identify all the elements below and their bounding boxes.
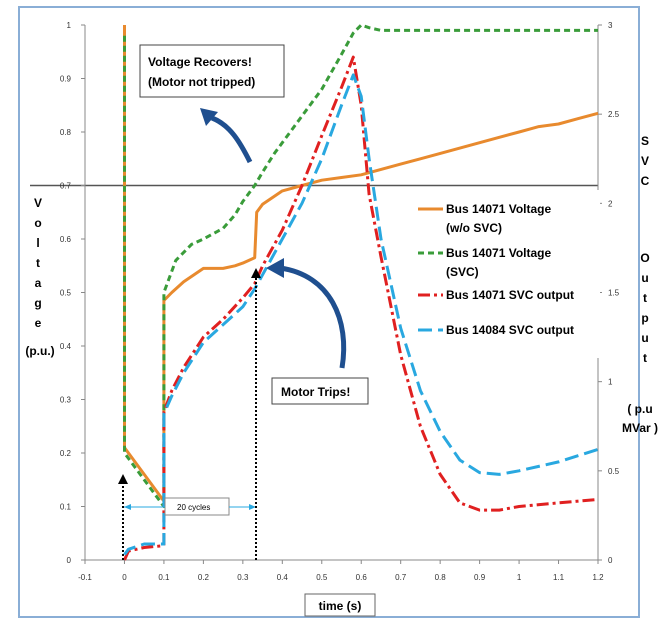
y-left-tick-label: 0.2 bbox=[60, 449, 72, 458]
legend-label-2: Bus 14071 Voltage bbox=[446, 246, 551, 260]
trips-arrow-body bbox=[279, 265, 347, 369]
x-tick-label: 0.6 bbox=[356, 573, 368, 582]
series-line-1 bbox=[123, 25, 599, 503]
y-right-label-letter: t bbox=[643, 291, 647, 305]
cycles-arrowhead-right bbox=[249, 504, 256, 510]
y-left-tick-label: 1 bbox=[67, 21, 72, 30]
x-tick-label: 0.9 bbox=[474, 573, 486, 582]
y-left-tick-label: 0.4 bbox=[60, 342, 72, 351]
recovers-arrow-body bbox=[210, 115, 253, 164]
y-left-label-letter: V bbox=[34, 196, 42, 210]
legend-label-2: (SVC) bbox=[446, 265, 479, 279]
legend-bg bbox=[414, 190, 600, 358]
y-right-tick-label: 0.5 bbox=[608, 467, 620, 476]
fault-marker-arrow bbox=[118, 474, 128, 484]
x-label: time (s) bbox=[319, 599, 362, 613]
x-tick-label: 0.5 bbox=[316, 573, 328, 582]
legend-label-1: Bus 14071 Voltage bbox=[446, 202, 551, 216]
annotation-layer: Voltage Recovers! (Motor not tripped) Mo… bbox=[118, 44, 600, 560]
legend: Bus 14071 Voltage (w/o SVC) Bus 14071 Volt… bbox=[418, 202, 574, 337]
y-left-tick-label: 0.1 bbox=[60, 503, 72, 512]
y-left-label-letter: l bbox=[36, 236, 39, 250]
y-left-unit: (p.u.) bbox=[25, 344, 54, 358]
x-tick-label: 0.4 bbox=[277, 573, 289, 582]
y-left-label-letter: o bbox=[34, 216, 41, 230]
x-tick-label: 0 bbox=[122, 573, 127, 582]
y-right-tick-label: 1 bbox=[608, 378, 613, 387]
y-right-label-letter: u bbox=[641, 331, 648, 345]
y-left-tick-label: 0.7 bbox=[60, 182, 72, 191]
voltage-recovers-text-1: Voltage Recovers! bbox=[148, 55, 252, 69]
cycles-text: 20 cycles bbox=[177, 503, 210, 512]
y-left-label-letter: a bbox=[35, 276, 42, 290]
y-right-tick-label: 3 bbox=[608, 21, 613, 30]
series-line-3 bbox=[123, 55, 599, 561]
series-line-2 bbox=[123, 23, 598, 508]
y-right-label-letter: u bbox=[641, 271, 648, 285]
x-label-box bbox=[304, 593, 376, 617]
x-tick-label: 0.3 bbox=[237, 573, 249, 582]
y-left-label-letter: e bbox=[35, 316, 42, 330]
motor-trips-box bbox=[271, 377, 369, 405]
trip-marker-arrow bbox=[251, 268, 261, 278]
y-right-label-letter: V bbox=[641, 154, 649, 168]
y-left-label-letter: t bbox=[36, 256, 40, 270]
y-right-label-letter: S bbox=[641, 134, 649, 148]
voltage-recovers-box bbox=[139, 44, 285, 98]
x-tick-label: 0.2 bbox=[198, 573, 210, 582]
x-tick-label: -0.1 bbox=[78, 573, 92, 582]
series-layer bbox=[123, 23, 599, 561]
legend-label-4: Bus 14084 SVC output bbox=[446, 323, 574, 337]
y-left-tick-label: 0.3 bbox=[60, 396, 72, 405]
y-right-tick-label: 0 bbox=[608, 556, 613, 565]
y-right-unit-2: MVar ) bbox=[622, 421, 658, 435]
y-left-tick-label: 0.9 bbox=[60, 75, 72, 84]
x-tick-label: 0.8 bbox=[435, 573, 447, 582]
legend-label-1: (w/o SVC) bbox=[446, 221, 502, 235]
x-tick-label: 1 bbox=[517, 573, 522, 582]
y-left-tick-label: 0 bbox=[67, 556, 72, 565]
legend-label-3: Bus 14071 SVC output bbox=[446, 288, 574, 302]
x-tick-label: 1.1 bbox=[553, 573, 565, 582]
y-right-tick-label: 2 bbox=[608, 199, 613, 208]
x-tick-label: 1.2 bbox=[592, 573, 604, 582]
y-left-tick-label: 0.8 bbox=[60, 128, 72, 137]
axis-layer: -0.1 0 0.1 0.2 0.3 0.4 0.5 0.6 0.7 0.8 0.9 1 1.1 1.2 0… bbox=[60, 21, 620, 582]
y-right-label-letter: t bbox=[643, 351, 647, 365]
series-line-4 bbox=[123, 73, 599, 556]
y-right-label-letter: O bbox=[640, 251, 649, 265]
y-right-label-letter: p bbox=[641, 311, 648, 325]
y-right-unit-1: ( p.u bbox=[627, 402, 652, 416]
y-left-tick-label: 0.6 bbox=[60, 235, 72, 244]
x-tick-label: 0.1 bbox=[158, 573, 170, 582]
cycles-arrowhead-left bbox=[124, 504, 131, 510]
trips-arrow-head bbox=[266, 258, 284, 278]
x-tick-label: 0.7 bbox=[395, 573, 407, 582]
y-left-label-letter: g bbox=[34, 296, 41, 310]
voltage-recovers-text-2: (Motor not tripped) bbox=[148, 75, 255, 89]
motor-trips-text: Motor Trips! bbox=[281, 385, 350, 399]
y-right-label-letter: C bbox=[641, 174, 650, 188]
y-right-tick-label: 1.5 bbox=[608, 289, 620, 298]
recovers-arrow-head bbox=[200, 108, 218, 126]
y-left-tick-label: 0.5 bbox=[60, 289, 72, 298]
y-right-tick-label: 2.5 bbox=[608, 110, 620, 119]
